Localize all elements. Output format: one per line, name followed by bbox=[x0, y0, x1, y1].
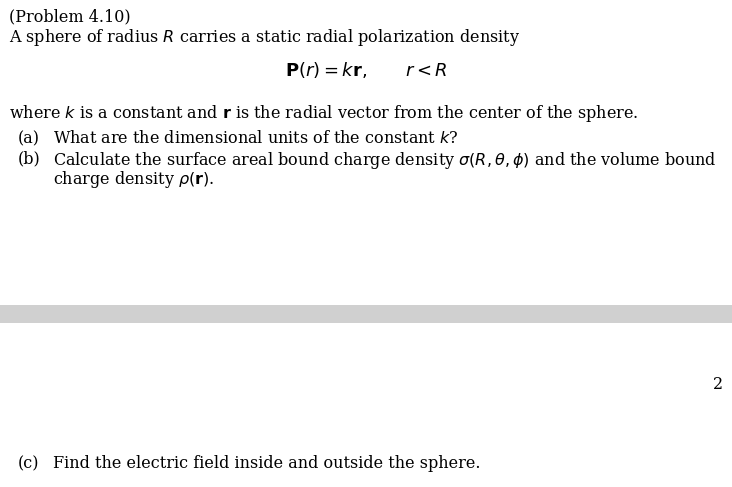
Text: 2: 2 bbox=[713, 376, 723, 393]
Text: Find the electric field inside and outside the sphere.: Find the electric field inside and outsi… bbox=[53, 455, 480, 472]
Text: A sphere of radius $R$ carries a static radial polarization density: A sphere of radius $R$ carries a static … bbox=[9, 27, 520, 48]
Text: where $k$ is a constant and $\mathbf{r}$ is the radial vector from the center of: where $k$ is a constant and $\mathbf{r}$… bbox=[9, 103, 638, 124]
Text: What are the dimensional units of the constant $k$?: What are the dimensional units of the co… bbox=[53, 130, 458, 147]
Bar bbox=[0, 305, 732, 323]
Text: $\mathbf{P}(r) = k\mathbf{r},\qquad r < R$: $\mathbf{P}(r) = k\mathbf{r},\qquad r < … bbox=[285, 60, 447, 80]
Text: (a): (a) bbox=[18, 130, 40, 147]
Text: (b): (b) bbox=[18, 150, 40, 167]
Text: (Problem 4.10): (Problem 4.10) bbox=[9, 8, 130, 25]
Text: charge density $\rho(\mathbf{r})$.: charge density $\rho(\mathbf{r})$. bbox=[53, 169, 214, 190]
Text: Calculate the surface areal bound charge density $\sigma(R, \theta, \phi)$ and t: Calculate the surface areal bound charge… bbox=[53, 150, 717, 171]
Text: (c): (c) bbox=[18, 455, 39, 472]
